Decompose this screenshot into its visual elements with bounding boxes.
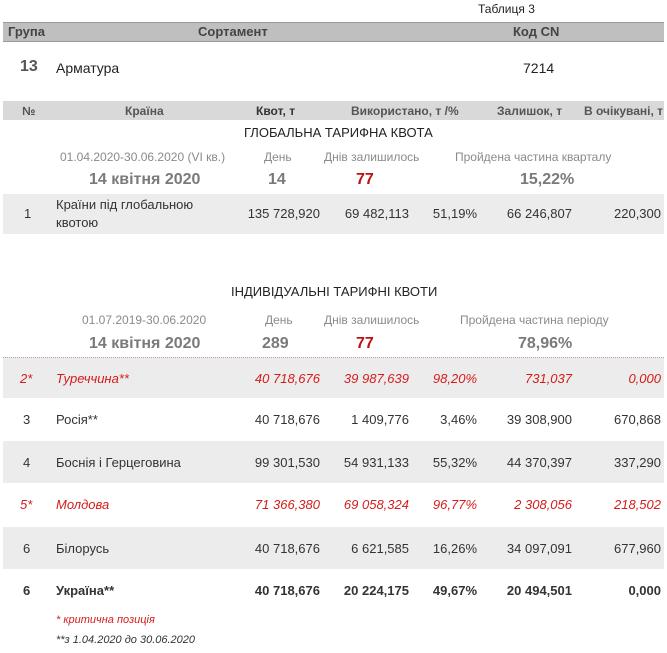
row-4-num: 5* <box>20 497 33 512</box>
individual-day: 289 <box>262 335 289 352</box>
global-row <box>3 194 664 234</box>
column-header-band <box>3 101 664 120</box>
header-group: Група <box>8 24 45 39</box>
row-2-country: Росія** <box>56 412 98 427</box>
row-1-pct: 98,20% <box>432 371 477 386</box>
table-number: Таблиця 3 <box>478 2 535 16</box>
header-band <box>3 22 664 42</box>
individual-date: 14 квітня 2020 <box>89 335 201 352</box>
col-quota: Квот, т <box>256 104 296 118</box>
row-4-pct: 96,77% <box>432 497 477 512</box>
col-pending: В очікувані, т <box>584 104 664 118</box>
global-period: 01.04.2020-30.06.2020 (VI кв.) <box>60 150 226 164</box>
row-3-pct: 55,32% <box>432 455 477 470</box>
individual-passed: 78,96% <box>518 335 573 352</box>
row-bg-3 <box>3 441 664 483</box>
row-5-pct: 16,26% <box>432 541 477 556</box>
row-6-num: 6 <box>23 583 31 598</box>
row-bg-5 <box>3 527 664 569</box>
product-name: Арматура <box>56 60 120 76</box>
row-1-num: 2* <box>20 371 33 386</box>
row-5-quota: 40 718,676 <box>254 541 320 556</box>
row-6-pending: 0,000 <box>628 583 661 598</box>
global-day-label: День <box>264 150 292 164</box>
row-1-remaining: 731,037 <box>525 371 572 386</box>
individual-title: ІНДИВІДУАЛЬНІ ТАРИФНІ КВОТИ <box>231 284 438 299</box>
row-2-quota: 40 718,676 <box>254 412 320 427</box>
row-4-country: Молдова <box>56 497 110 512</box>
global-row-country-2: квотою <box>56 215 99 230</box>
global-day: 14 <box>268 171 286 188</box>
row-bg-1 <box>3 357 664 398</box>
row-1-quota: 40 718,676 <box>254 371 320 386</box>
global-row-remaining: 66 246,807 <box>506 206 572 221</box>
row-1-country: Туреччина** <box>56 371 129 386</box>
individual-day-label: День <box>265 313 293 327</box>
col-num: № <box>22 104 36 118</box>
row-5-num: 6 <box>23 541 31 556</box>
row-2-pending: 670,868 <box>614 412 661 427</box>
row-2-num: 3 <box>23 412 31 427</box>
row-5-remaining: 34 097,091 <box>506 541 572 556</box>
product-group: 13 <box>20 58 38 75</box>
individual-days-left-label: Днів залишилось <box>324 313 420 327</box>
individual-passed-label: Пройдена частина періоду <box>460 313 609 327</box>
row-5-used: 6 621,585 <box>351 541 409 556</box>
row-5-pending: 677,960 <box>614 541 661 556</box>
row-3-num: 4 <box>23 455 31 470</box>
global-date: 14 квітня 2020 <box>89 171 201 188</box>
row-1-used: 39 987,639 <box>343 371 409 386</box>
row-6-quota: 40 718,676 <box>254 583 320 598</box>
row-6-used: 20 224,175 <box>343 583 409 598</box>
footnote-period: **з 1.04.2020 до 30.06.2020 <box>56 634 196 646</box>
global-row-quota: 135 728,920 <box>247 206 320 221</box>
row-2-pct: 3,46% <box>440 412 477 427</box>
global-days-left-label: Днів залишилось <box>324 150 420 164</box>
row-6-country: Україна** <box>56 583 115 598</box>
col-remaining: Залишок, т <box>497 104 563 118</box>
row-5-country: Білорусь <box>56 541 110 556</box>
individual-period: 01.07.2019-30.06.2020 <box>82 313 207 327</box>
row-4-used: 69 058,324 <box>343 497 409 512</box>
row-3-country: Боснія і Герцеговина <box>56 455 181 470</box>
row-3-remaining: 44 370,397 <box>506 455 572 470</box>
global-row-country-1: Країни під глобальною <box>56 197 194 212</box>
global-title: ГЛОБАЛЬНА ТАРИФНА КВОТА <box>244 125 433 140</box>
row-6-remaining: 20 494,501 <box>506 583 572 598</box>
row-1-pending: 0,000 <box>628 371 661 386</box>
row-2-remaining: 39 308,900 <box>506 412 572 427</box>
global-passed-label: Пройдена частина кварталу <box>455 150 612 164</box>
header-assortment: Сортамент <box>198 24 268 39</box>
global-row-pending: 220,300 <box>614 206 661 221</box>
row-4-pending: 218,502 <box>614 497 661 512</box>
global-passed: 15,22% <box>520 171 575 188</box>
global-row-used: 69 482,113 <box>344 206 409 221</box>
footnote-critical: * критична позиція <box>56 614 155 626</box>
header-cn-code: Код CN <box>513 24 560 39</box>
row-6-pct: 49,67% <box>432 583 477 598</box>
col-country: Країна <box>125 104 164 118</box>
row-3-used: 54 931,133 <box>343 455 409 470</box>
global-days-left: 77 <box>356 171 374 188</box>
individual-days-left: 77 <box>356 335 374 352</box>
product-code: 7214 <box>523 60 555 76</box>
global-row-num: 1 <box>24 206 32 221</box>
row-4-quota: 71 366,380 <box>254 497 320 512</box>
row-2-used: 1 409,776 <box>351 412 409 427</box>
row-3-quota: 99 301,530 <box>254 455 320 470</box>
row-3-pending: 337,290 <box>614 455 661 470</box>
global-row-pct: 51,19% <box>432 206 477 221</box>
row-4-remaining: 2 308,056 <box>514 497 572 512</box>
col-used: Використано, т /% <box>351 104 459 118</box>
